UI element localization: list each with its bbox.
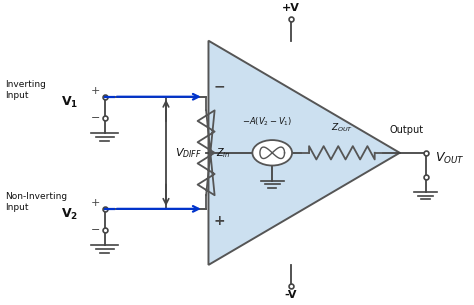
Text: +: + — [91, 198, 100, 208]
Text: −: − — [213, 79, 225, 93]
Text: Non-Inverting: Non-Inverting — [5, 192, 67, 201]
Text: Input: Input — [5, 91, 29, 100]
Text: $-A(V_2 - V_1)$: $-A(V_2 - V_1)$ — [242, 116, 292, 128]
Text: $\mathbf{V_1}$: $\mathbf{V_1}$ — [61, 95, 79, 110]
Text: $Z_{OUT}$: $Z_{OUT}$ — [331, 121, 353, 134]
Text: $V_{DIFF}$: $V_{DIFF}$ — [175, 146, 202, 160]
Text: $Z_{in}$: $Z_{in}$ — [216, 146, 230, 160]
Text: −: − — [91, 225, 100, 235]
Circle shape — [252, 140, 292, 166]
Text: $\mathbf{V_2}$: $\mathbf{V_2}$ — [62, 207, 79, 222]
Text: $V_{OUT}$: $V_{OUT}$ — [435, 151, 465, 167]
Text: +: + — [213, 214, 225, 228]
Polygon shape — [209, 41, 400, 265]
Text: Output: Output — [390, 125, 424, 135]
Text: +: + — [91, 86, 100, 96]
Text: −: − — [91, 113, 100, 123]
Text: Inverting: Inverting — [5, 80, 46, 89]
Text: Input: Input — [5, 203, 29, 212]
Text: -V: -V — [285, 290, 297, 300]
Text: +V: +V — [282, 3, 300, 13]
